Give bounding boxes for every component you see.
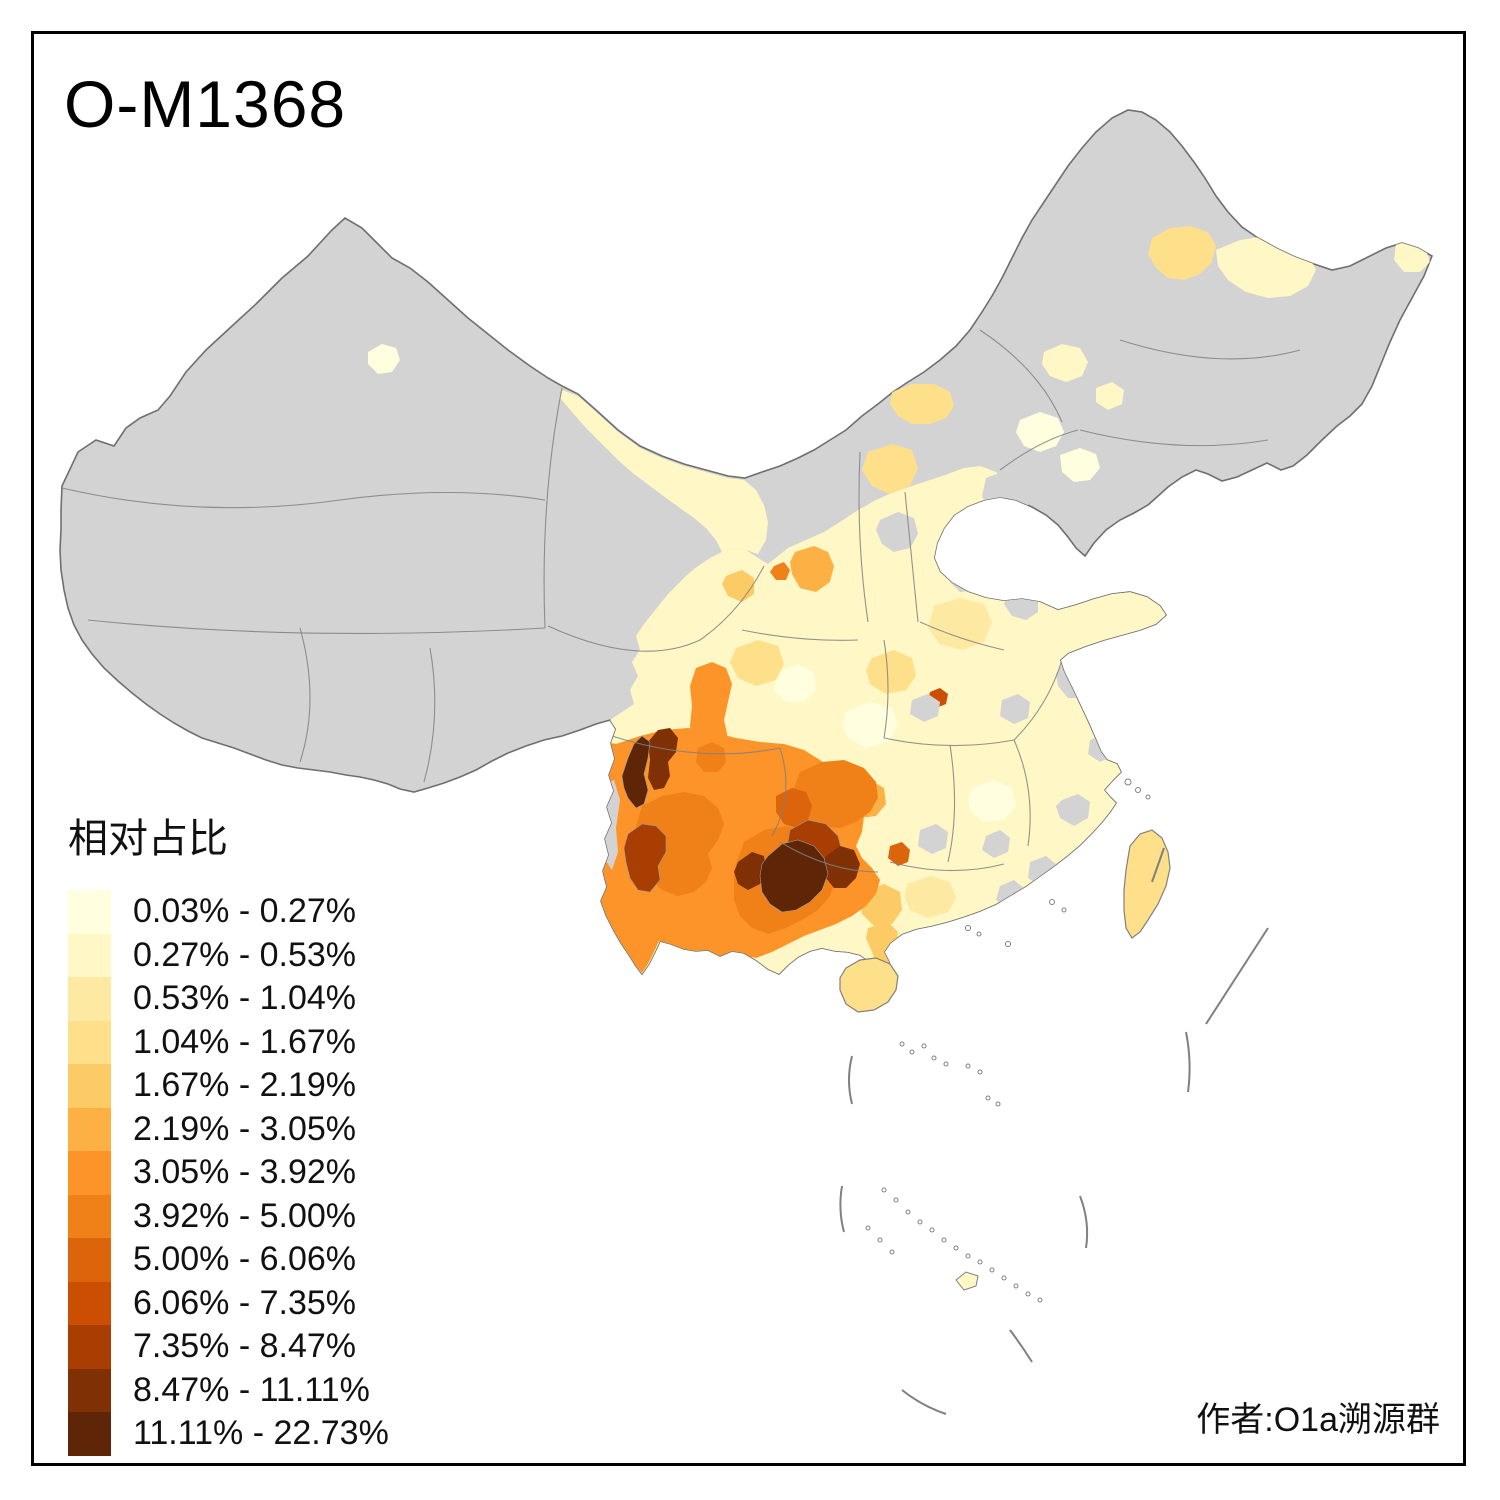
region-guizhou-center-orange <box>794 760 878 828</box>
region-north-guangdong-orange-dot <box>888 842 910 866</box>
legend-swatch <box>68 977 111 1021</box>
legend-label: 11.11% - 22.73% <box>133 1414 389 1453</box>
legend-label: 3.92% - 5.00% <box>133 1196 357 1235</box>
legend-swatch <box>68 890 111 934</box>
legend-label: 1.67% - 2.19% <box>133 1066 357 1105</box>
region-panzhihua-orange <box>696 742 726 772</box>
legend-item: 0.53% - 1.04% <box>68 977 389 1021</box>
region-west-hubei-tan <box>866 650 916 694</box>
region-diqing-dark <box>648 728 678 790</box>
legend-swatch <box>68 1151 111 1195</box>
legend-label: 5.00% - 6.06% <box>133 1240 357 1279</box>
legend-item: 3.05% - 3.92% <box>68 1151 389 1195</box>
legend-swatch <box>68 1194 111 1238</box>
legend-swatch <box>68 1020 111 1064</box>
region-qiqihar-tan <box>1148 226 1216 280</box>
legend-title: 相对占比 <box>68 817 228 861</box>
page-title: O-M1368 <box>64 67 347 141</box>
legend-swatch <box>68 1281 111 1325</box>
legend-item: 11.11% - 22.73% <box>68 1412 389 1456</box>
region-xinjiang-pale-patch <box>368 344 400 374</box>
legend-item: 3.92% - 5.00% <box>68 1194 389 1238</box>
region-left-of-core-dark <box>734 852 766 890</box>
nine-dash-line <box>839 847 1269 1415</box>
legend-item: 7.35% - 8.47% <box>68 1325 389 1369</box>
legend-item: 6.06% - 7.35% <box>68 1281 389 1325</box>
legend-label: 2.19% - 3.05% <box>133 1109 357 1148</box>
legend-label: 3.05% - 3.92% <box>133 1153 357 1192</box>
legend-item: 5.00% - 6.06% <box>68 1238 389 1282</box>
region-nujiang-darkest <box>621 735 651 809</box>
province-boundaries <box>61 329 1301 873</box>
region-ningxia-orange <box>790 546 834 592</box>
legend-item: 8.47% - 11.11% <box>68 1368 389 1412</box>
region-ningxia-orange-dot <box>770 562 790 580</box>
legend-item: 0.03% - 0.27% <box>68 890 389 934</box>
legend-item: 0.27% - 0.53% <box>68 933 389 977</box>
region-henan-tan <box>928 598 992 650</box>
plot-frame-border <box>31 31 1466 1466</box>
region-chengdu-tan <box>730 640 784 686</box>
region-spratly-pale-island <box>955 1271 979 1291</box>
legend-swatch <box>68 1107 111 1151</box>
region-taiwan <box>1123 829 1171 939</box>
region-guangxi-east-tan <box>904 876 956 918</box>
region-liangshan-orange <box>690 662 732 764</box>
region-dali-baoshan-dark <box>623 823 667 893</box>
legend-swatch <box>68 1412 111 1456</box>
legend-label: 0.53% - 1.04% <box>133 979 357 1018</box>
legend-swatch <box>68 1325 111 1369</box>
legend-swatch <box>68 1238 111 1282</box>
region-jiangxi-pale-patch <box>968 780 1016 822</box>
region-east-of-core-dark <box>822 846 860 888</box>
region-sichuan-east-pale-patch <box>774 664 816 702</box>
region-jilin-pale-2 <box>1096 382 1124 410</box>
legend-swatch <box>68 1064 111 1108</box>
legend-item: 1.04% - 1.67% <box>68 1020 389 1064</box>
legend: 相对占比 0.03% - 0.27% 0.27% - 0.53% 0.53% -… <box>68 806 389 1456</box>
region-baotou-tan <box>890 384 954 424</box>
attribution-text: 作者:O1a溯源群 <box>1196 1401 1440 1439</box>
legend-label: 0.03% - 0.27% <box>133 892 357 931</box>
legend-item: 2.19% - 3.05% <box>68 1107 389 1151</box>
legend-label: 8.47% - 11.11% <box>133 1370 370 1409</box>
region-hainan <box>839 957 899 1013</box>
region-liaoning-pale-1 <box>1016 412 1064 452</box>
region-liaoning-pale-2 <box>1060 448 1100 482</box>
legend-item: 1.67% - 2.19% <box>68 1064 389 1108</box>
legend-label: 0.27% - 0.53% <box>133 935 357 974</box>
legend-label: 6.06% - 7.35% <box>133 1283 357 1322</box>
legend-label: 1.04% - 1.67% <box>133 1022 357 1061</box>
region-jilin-pale-1 <box>1042 344 1088 382</box>
legend-swatch <box>68 933 111 977</box>
legend-swatch <box>68 1368 111 1412</box>
region-gansu-south-tan <box>722 570 754 602</box>
coastal-island-dots <box>865 778 1151 1303</box>
legend-label: 7.35% - 8.47% <box>133 1327 357 1366</box>
region-gansu-corridor <box>560 390 768 554</box>
region-north-shaanxi-tan <box>862 444 918 494</box>
